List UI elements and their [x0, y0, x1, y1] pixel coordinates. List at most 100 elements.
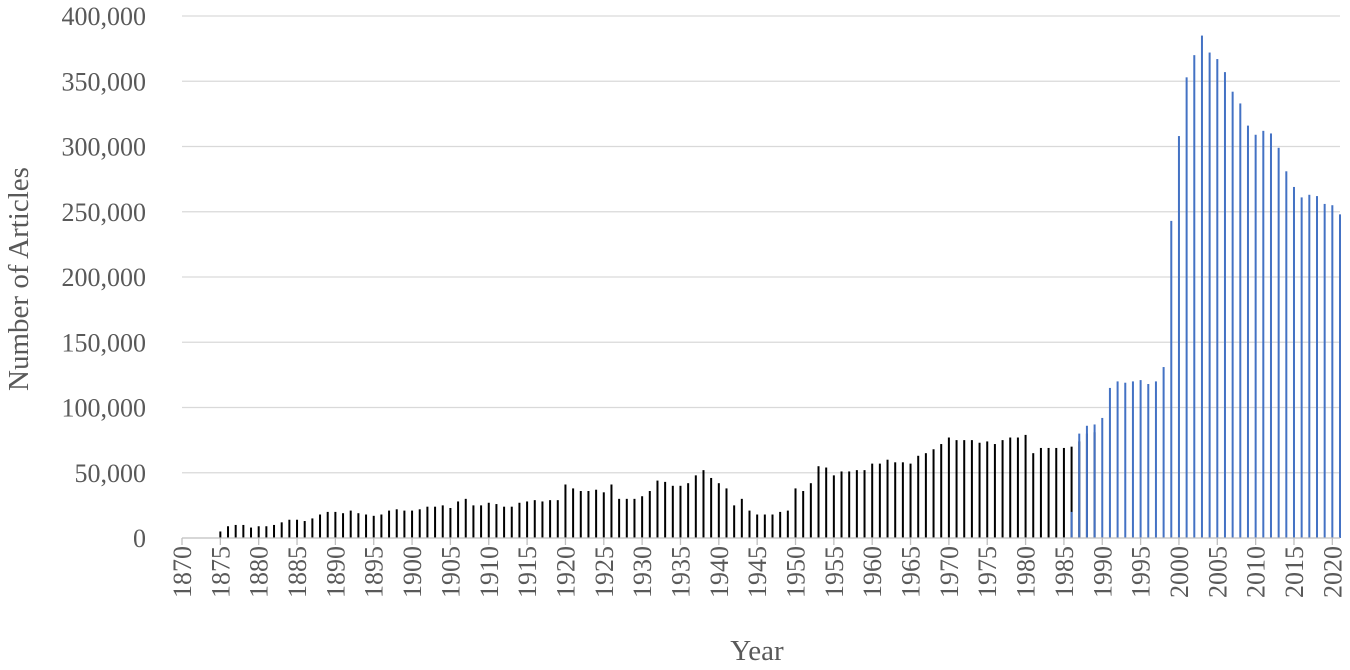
bar: [1262, 130, 1265, 538]
bar: [1162, 367, 1165, 538]
bar: [817, 466, 820, 538]
bar: [1039, 447, 1042, 538]
bar: [687, 483, 690, 538]
bar: [878, 463, 881, 538]
bar: [986, 441, 989, 538]
bar: [579, 491, 582, 538]
bar: [932, 449, 935, 538]
bar: [388, 510, 391, 538]
x-tick-label: 1960: [858, 546, 887, 598]
bar: [334, 511, 337, 538]
bar: [595, 489, 598, 538]
x-tick-label: 1975: [973, 546, 1002, 598]
bar: [694, 475, 697, 538]
x-tick-label: 2020: [1318, 546, 1347, 598]
x-tick-label: 1995: [1127, 546, 1156, 598]
bar: [426, 506, 429, 538]
x-tick-label: 1980: [1012, 546, 1041, 598]
bar: [947, 437, 950, 538]
bar: [319, 514, 322, 538]
bar: [1315, 196, 1318, 538]
bar: [1108, 387, 1111, 538]
bar: [1285, 171, 1288, 539]
bar: [556, 500, 559, 538]
x-tick-labels: 1870 1875 1880 1885 1890 1895 1900 1905 1910 1915…: [168, 546, 1347, 598]
bar: [748, 510, 751, 538]
bar: [610, 484, 613, 538]
bar: [855, 470, 858, 538]
bar: [740, 498, 743, 538]
x-tick-label: 1895: [360, 546, 389, 598]
bar: [794, 488, 797, 538]
bar: [1032, 453, 1035, 538]
y-tick-label: 300,000: [62, 133, 147, 162]
bar: [917, 455, 920, 538]
bar: [909, 463, 912, 538]
bar: [1223, 72, 1226, 539]
x-tick-label: 1965: [897, 546, 926, 598]
bar: [1231, 91, 1234, 538]
bar: [549, 500, 552, 538]
x-tick-label: 1945: [743, 546, 772, 598]
bar: [464, 498, 467, 538]
bar: [526, 501, 529, 538]
bar: [296, 519, 299, 538]
bar: [1116, 381, 1119, 538]
x-tick-label: 1870: [168, 546, 197, 598]
x-tick-label: 2000: [1165, 546, 1194, 598]
bar: [1124, 382, 1127, 538]
bar: [1016, 437, 1019, 538]
bar: [1300, 197, 1303, 538]
bar: [395, 509, 398, 538]
bar: [1139, 380, 1142, 538]
bar: [411, 510, 414, 538]
bar: [1239, 103, 1242, 538]
x-tick-label: 1910: [475, 546, 504, 598]
gridlines: [182, 15, 1340, 474]
y-tick-label: 100,000: [62, 394, 147, 423]
bar: [1085, 425, 1088, 538]
bar: [1078, 433, 1081, 538]
bar: [242, 524, 245, 538]
bar: [840, 471, 843, 538]
bar: [1024, 434, 1027, 538]
axes: [181, 537, 1340, 545]
bar: [625, 498, 628, 538]
bar: [349, 510, 352, 538]
bar: [809, 483, 812, 538]
x-tick-label: 1920: [551, 546, 580, 598]
x-tick-label: 1880: [245, 546, 274, 598]
bar: [1062, 447, 1065, 538]
bar: [472, 505, 475, 538]
bar: [418, 509, 421, 538]
bar: [1131, 381, 1134, 538]
bar: [380, 514, 383, 538]
x-tick-label: 1970: [935, 546, 964, 598]
bar: [1323, 203, 1326, 539]
bar: [679, 485, 682, 538]
bar: [564, 484, 567, 538]
bar: [357, 513, 360, 538]
y-tick-label: 150,000: [62, 328, 147, 357]
x-tick-label: 1915: [513, 546, 542, 598]
bar: [227, 526, 230, 538]
bar: [365, 514, 368, 538]
bar: [234, 524, 237, 538]
bar: [1093, 424, 1096, 538]
bar: [1170, 220, 1173, 538]
bar: [725, 488, 728, 538]
bar: [495, 504, 498, 538]
bar: [1055, 447, 1058, 538]
bar: [779, 511, 782, 538]
bars: [219, 35, 1341, 539]
bar: [480, 505, 483, 538]
bar: [886, 459, 889, 538]
x-tick-label: 1925: [590, 546, 619, 598]
bar: [518, 502, 521, 538]
bar: [1001, 440, 1004, 538]
bar: [963, 440, 966, 538]
bar: [602, 492, 605, 538]
bar: [771, 514, 774, 538]
bar: [894, 462, 897, 538]
x-tick-label: 1905: [436, 546, 465, 598]
